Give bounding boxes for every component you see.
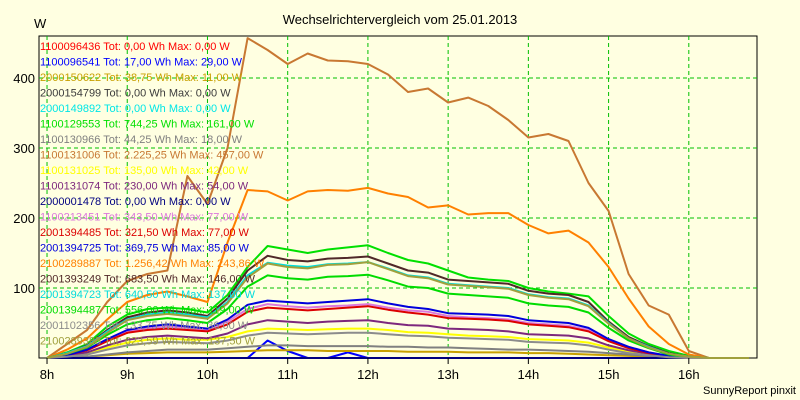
- y-axis-ticks: 100 200 300 400: [13, 71, 35, 296]
- legend-entry-20: 2100289388 Tot: 623,59 Wh Max: 137,50 W: [40, 336, 256, 348]
- legend-entry-17: 2001394723 Tot: 640,50 Wh Max: 137,00 W: [40, 289, 256, 301]
- grid: [39, 36, 757, 358]
- x-tick-label: 16h: [678, 367, 700, 382]
- series-line-6: [46, 244, 749, 359]
- y-tick-label: 300: [13, 141, 35, 156]
- series-line-9: [46, 327, 749, 359]
- series-line-10: [46, 319, 749, 359]
- y-tick-label: 200: [13, 211, 35, 226]
- legend-entry-6: 1100129553 Tot: 744,25 Wh Max: 161,00 W: [40, 119, 255, 131]
- legend-entry-16: 2001393249 Tot: 683,50 Wh Max: 146,00 W: [40, 274, 256, 286]
- legend-entry-7: 1100130966 Tot: 44,25 Wh Max: 18,00 W: [40, 134, 243, 146]
- series-line-3: [47, 349, 749, 359]
- legend-entry-1: 1100096436 Tot: 0,00 Wh Max: 0,00 W: [40, 41, 230, 53]
- legend: 1100096436 Tot: 0,00 Wh Max: 0,00 W 11000…: [40, 41, 265, 348]
- legend-entry-12: 1100213451 Tot: 343,50 Wh Max: 77,00 W: [40, 212, 249, 224]
- series-line-20: [46, 261, 749, 359]
- series-lines: [46, 37, 749, 359]
- series-line-8: [46, 37, 749, 359]
- legend-entry-18: 2001394487 Tot: 556,00 Wh Max: 119,00 W: [40, 305, 255, 317]
- legend-entry-19: 2001102356 Tot: 133,75 Wh Max: 36,00 W: [40, 320, 249, 332]
- series-line-13: [46, 305, 749, 359]
- legend-entry-2: 1100096541 Tot: 17,00 Wh Max: 29,00 W: [40, 57, 243, 69]
- series-line-14: [46, 298, 749, 359]
- chart-title: Wechselrichtervergleich vom 25.01.2013: [283, 12, 518, 27]
- legend-entry-10: 1100131074 Tot: 230,00 Wh Max: 54,00 W: [40, 181, 249, 193]
- legend-entry-5: 2000149892 Tot: 0,00 Wh Max: 0,00 W: [40, 103, 231, 115]
- x-tick-label: 13h: [437, 367, 459, 382]
- x-tick-label: 9h: [120, 367, 134, 382]
- y-tick-label: 100: [13, 281, 35, 296]
- y-tick-label: 400: [13, 71, 35, 86]
- legend-entry-9: 1100131025 Tot: 135,00 Wh Max: 42,00 W: [40, 165, 249, 177]
- legend-entry-3: 2000150622 Tot: 38,75 Wh Max: 11,00 W: [40, 72, 243, 84]
- credit-text: SunnyReport pinxit: [703, 385, 796, 397]
- x-tick-label: 11h: [277, 367, 298, 382]
- series-line-18: [46, 273, 749, 359]
- x-tick-label: 8h: [40, 367, 54, 382]
- legend-entry-15: 2100289887 Tot: 1.256,42 Wh Max: 243,86 …: [40, 258, 265, 270]
- x-axis-ticks: 8h 9h 10h 11h 12h 13h 14h 15h 16h: [40, 358, 700, 382]
- legend-entry-4: 2000154799 Tot: 0,00 Wh Max: 0,00 W: [40, 88, 231, 100]
- legend-entry-11: 2000001478 Tot: 0,00 Wh Max: 0,00 W: [40, 196, 231, 208]
- legend-entry-13: 2001394485 Tot: 321,50 Wh Max: 77,00 W: [40, 227, 250, 239]
- series-line-19: [46, 331, 749, 359]
- y-axis-unit: W: [34, 16, 47, 31]
- x-tick-label: 14h: [518, 367, 540, 382]
- x-tick-label: 12h: [357, 367, 379, 382]
- series-line-15: [46, 186, 749, 359]
- series-line-16: [46, 254, 749, 359]
- legend-entry-14: 2001394725 Tot: 369,75 Wh Max: 85,00 W: [40, 243, 250, 255]
- legend-entry-8: 1100131006 Tot: 2.225,25 Wh Max: 457,00 …: [40, 150, 264, 162]
- x-tick-label: 10h: [197, 367, 219, 382]
- x-tick-label: 15h: [598, 367, 620, 382]
- series-line-7: [47, 344, 749, 359]
